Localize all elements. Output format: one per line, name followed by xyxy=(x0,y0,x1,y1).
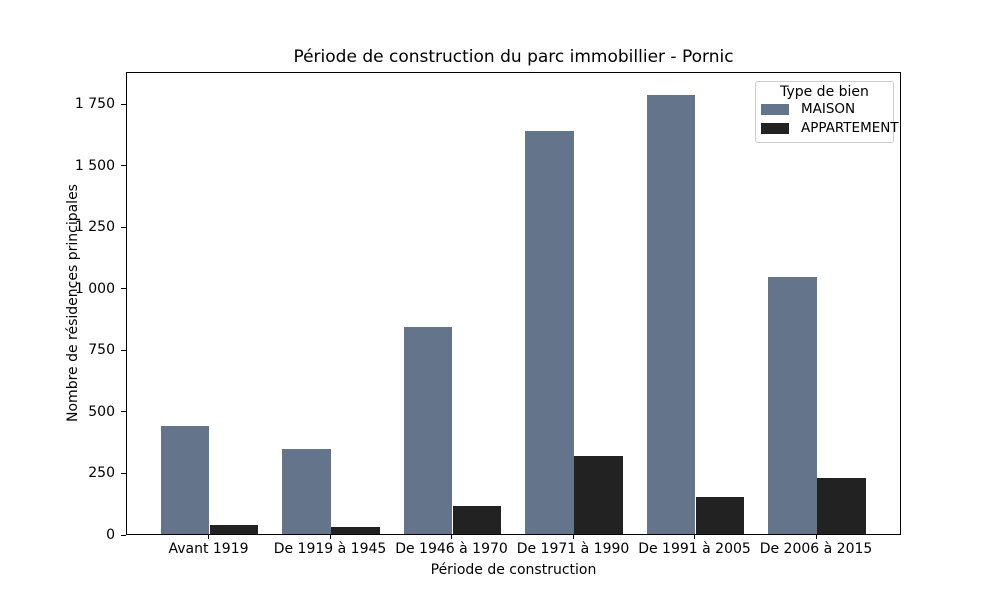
maison-swatch-icon xyxy=(761,104,789,115)
x-tick-label: De 1971 à 1990 xyxy=(516,541,630,557)
y-tick-mark xyxy=(121,472,126,474)
legend-title: Type de bien xyxy=(780,84,869,100)
y-tick-mark xyxy=(121,103,126,105)
bar-appartement-1 xyxy=(331,526,380,534)
y-tick-label: 1 250 xyxy=(74,219,115,236)
appartement-swatch-icon xyxy=(761,123,789,134)
y-tick-label: 1 500 xyxy=(74,157,115,174)
bar-appartement-5 xyxy=(817,477,866,534)
x-tick-mark xyxy=(694,535,695,539)
bar-maison-3 xyxy=(525,130,574,534)
legend-label-maison: MAISON xyxy=(801,101,856,117)
bar-appartement-3 xyxy=(574,455,623,534)
y-tick-label: 1 000 xyxy=(74,280,115,297)
bar-appartement-4 xyxy=(695,497,745,534)
x-tick-mark xyxy=(815,535,817,539)
legend: Type de bien MAISON APPARTEMENT xyxy=(755,81,899,143)
bar-maison-4 xyxy=(646,95,696,534)
x-tick-label: De 1919 à 1945 xyxy=(273,541,387,557)
x-tick-mark xyxy=(572,535,574,539)
bar-maison-1 xyxy=(282,449,331,534)
bar-maison-5 xyxy=(768,276,817,534)
y-tick-label: 0 xyxy=(106,527,115,543)
y-tick-label: 750 xyxy=(88,342,115,359)
y-tick-label: 500 xyxy=(88,403,115,420)
legend-item-maison: MAISON xyxy=(756,100,893,119)
y-tick-mark xyxy=(121,288,126,290)
x-tick-label: De 1946 à 1970 xyxy=(395,541,508,557)
x-tick-label: De 1991 à 2005 xyxy=(638,541,751,557)
y-tick-mark xyxy=(121,534,126,536)
x-tick-mark xyxy=(208,535,209,539)
y-tick-label: 1 750 xyxy=(74,96,115,113)
y-tick-label: 250 xyxy=(88,465,115,482)
x-tick-mark xyxy=(451,535,452,539)
y-tick-mark xyxy=(121,165,126,167)
chart-title: Période de construction du parc immobill… xyxy=(293,47,734,67)
x-tick-label: De 2006 à 2015 xyxy=(759,541,873,557)
x-tick-label: Avant 1919 xyxy=(168,541,249,557)
bar-appartement-2 xyxy=(452,505,502,534)
y-tick-mark xyxy=(121,226,126,228)
bar-appartement-0 xyxy=(209,525,259,534)
x-tick-mark xyxy=(329,535,331,539)
y-tick-mark xyxy=(121,349,126,351)
bar-maison-2 xyxy=(403,326,453,534)
x-axis-label: Période de construction xyxy=(430,562,597,578)
legend-item-appartement: APPARTEMENT xyxy=(756,119,899,138)
bar-maison-0 xyxy=(160,426,210,534)
plot-area xyxy=(126,72,901,535)
legend-label-appartement: APPARTEMENT xyxy=(801,120,899,136)
y-tick-mark xyxy=(121,411,126,413)
